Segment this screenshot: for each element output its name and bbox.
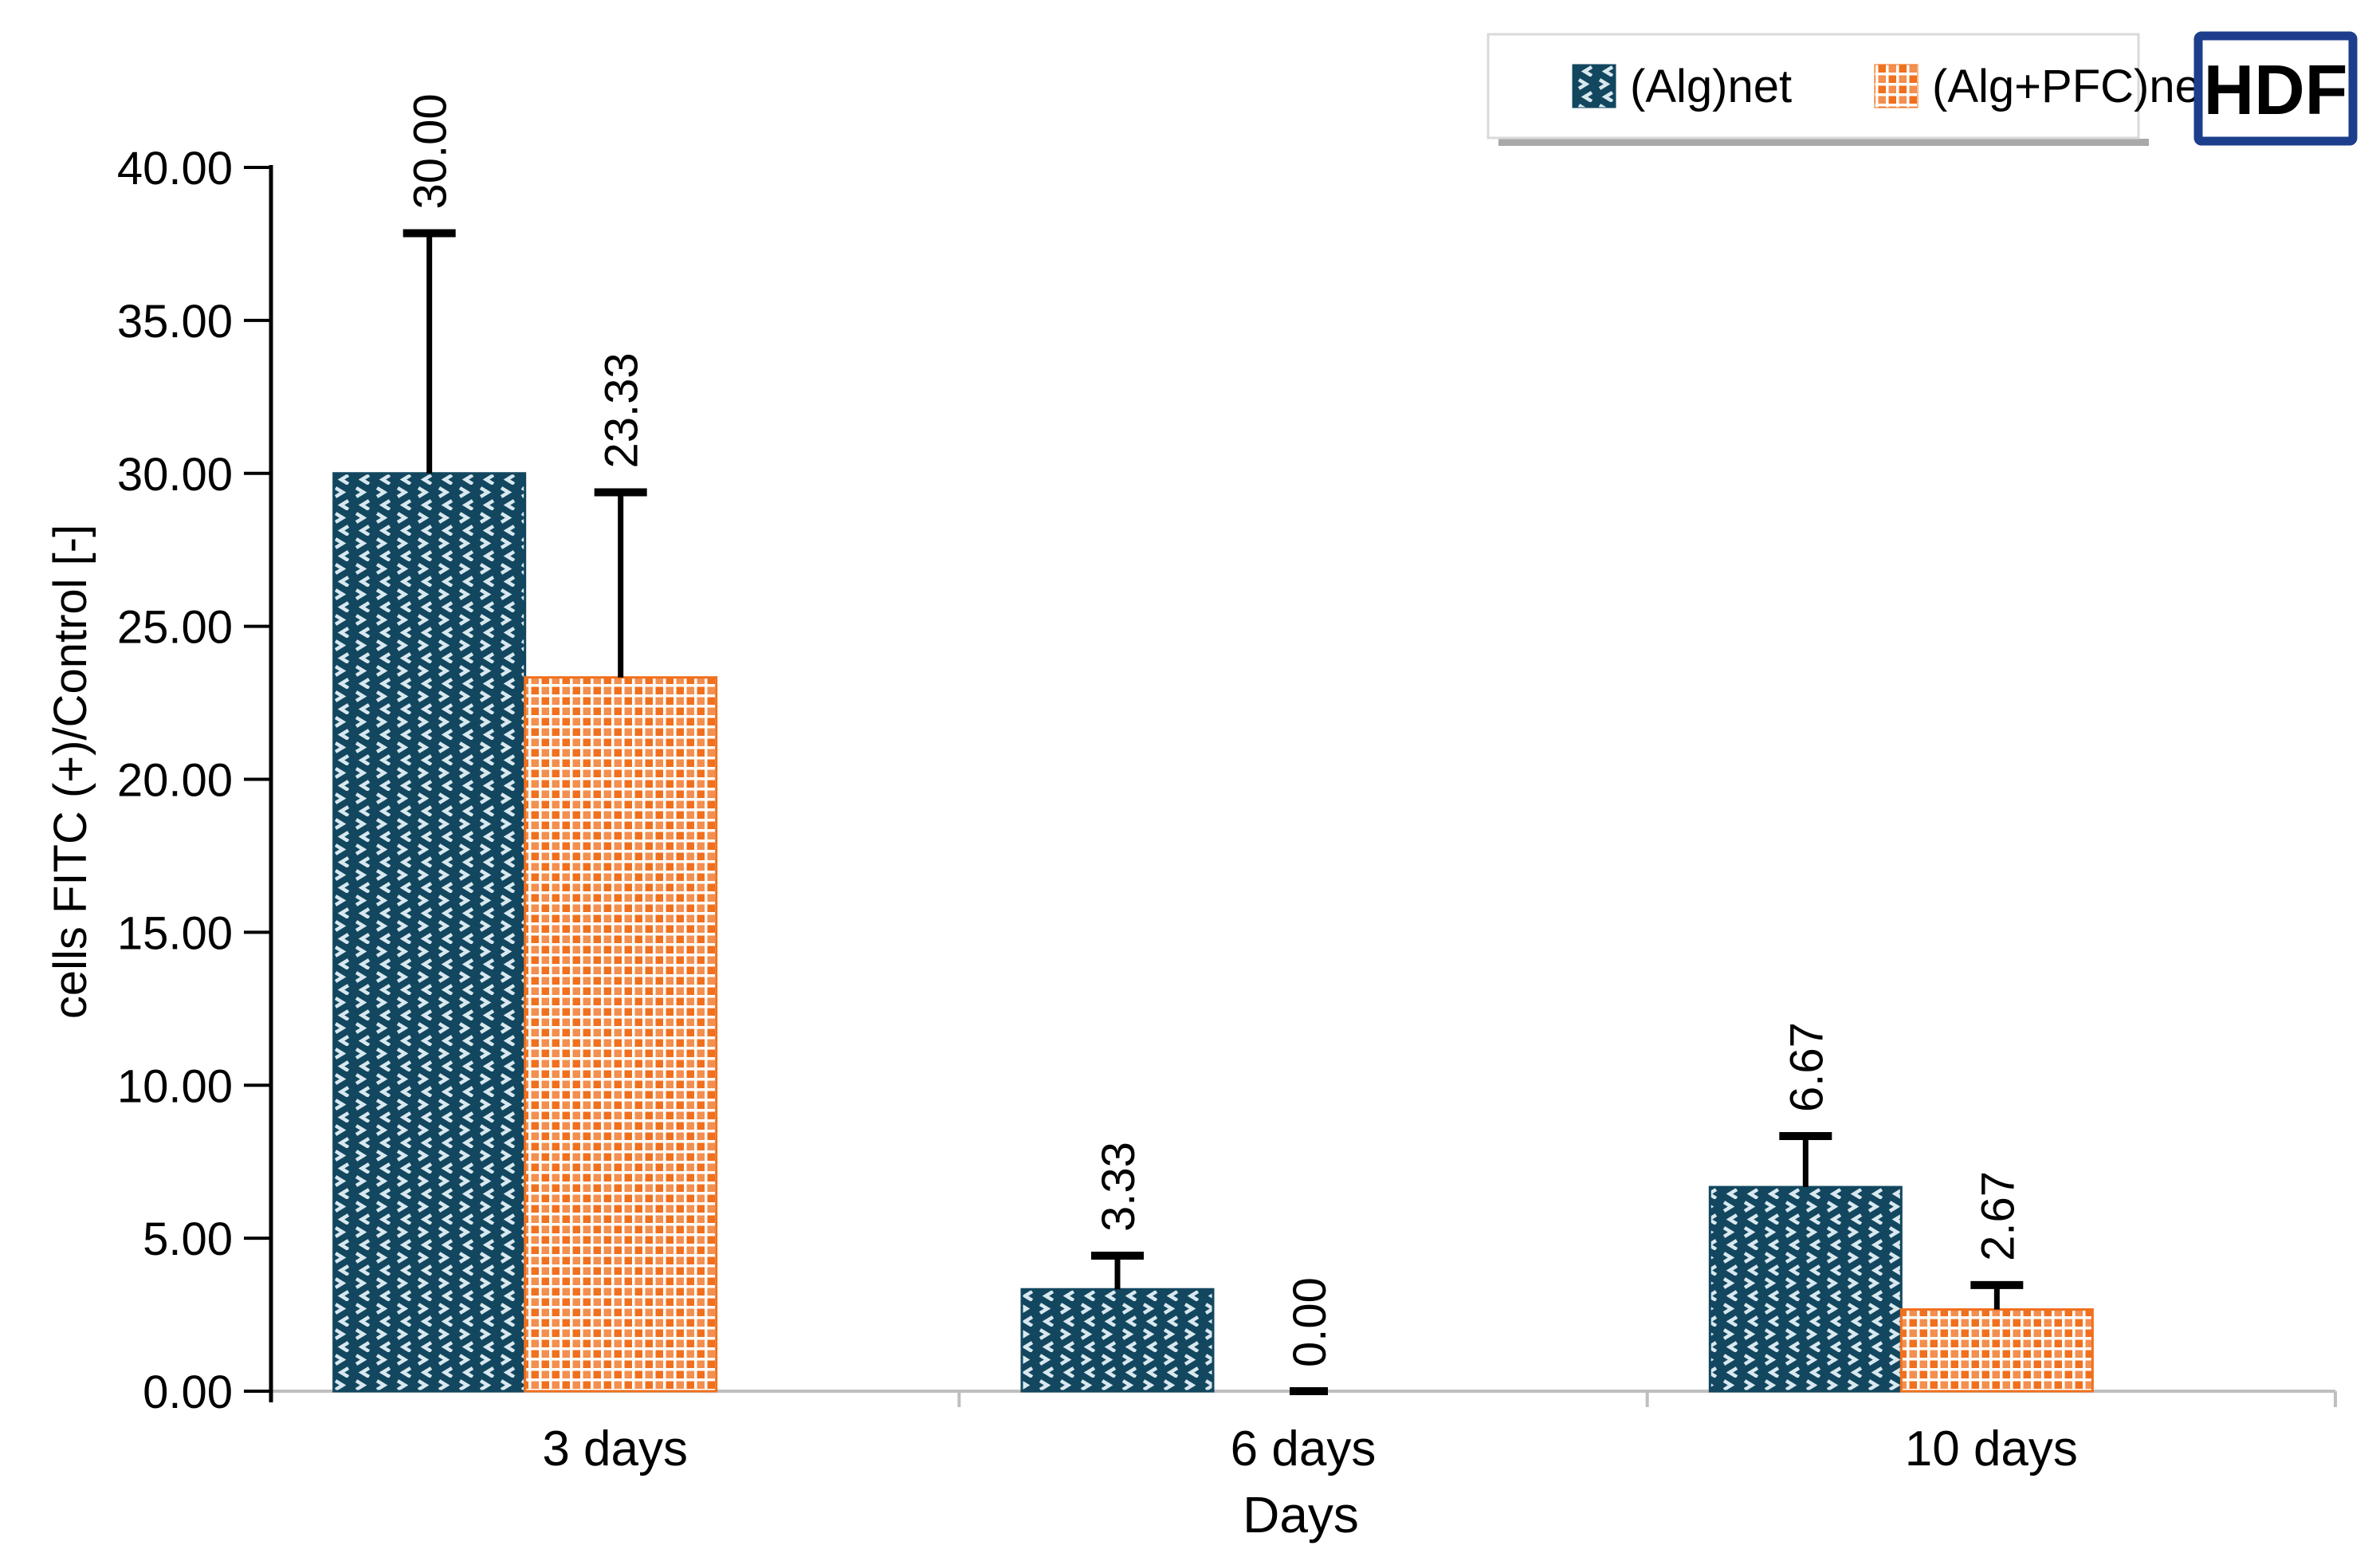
hdf-badge: HDF <box>2193 31 2358 146</box>
data-label: 30.00 <box>405 93 457 209</box>
bar-(Alg+PFC)net-3 days <box>524 676 718 1393</box>
hdf-badge-label: HDF <box>2204 50 2348 129</box>
legend: (Alg)net (Alg+PFC)net <box>1487 33 2213 146</box>
y-tick-label: 5.00 <box>143 1213 233 1265</box>
data-label: 0.00 <box>1284 1277 1336 1367</box>
y-tick-label: 10.00 <box>117 1060 233 1112</box>
legend-swatch-alg-pfc-net <box>1874 64 1919 108</box>
y-tick-label: 15.00 <box>117 907 233 959</box>
y-tick-label: 20.00 <box>117 755 233 807</box>
y-tick-label: 40.00 <box>117 143 233 195</box>
bar-(Alg+PFC)net-10 days <box>1899 1308 2094 1393</box>
y-tick-label: 35.00 <box>117 296 233 348</box>
legend-shadow <box>1498 139 2149 146</box>
legend-label-alg-pfc-net: (Alg+PFC)net <box>1932 61 2213 112</box>
bar-(Alg)net-10 days <box>1708 1185 1903 1393</box>
data-label: 3.33 <box>1093 1142 1145 1232</box>
y-axis-title: cells FITC (+)/Control [-] <box>45 525 96 1019</box>
data-label: 6.67 <box>1781 1022 1832 1112</box>
bar-(Alg)net-6 days <box>1020 1288 1215 1393</box>
legend-item-alg-pfc-net: (Alg+PFC)net <box>1874 61 2213 112</box>
y-tick-label: 25.00 <box>117 602 233 654</box>
legend-label-alg-net: (Alg)net <box>1630 61 1792 112</box>
y-tick-label: 0.00 <box>143 1366 233 1418</box>
legend-item-alg-net: (Alg)net <box>1572 61 1792 112</box>
hdf-badge-frame <box>2193 31 2358 146</box>
x-category-label: 3 days <box>542 1421 688 1476</box>
legend-swatch-alg-net <box>1572 64 1616 108</box>
data-label: 23.33 <box>596 352 648 468</box>
y-tick-label: 30.00 <box>117 449 233 501</box>
x-category-label: 10 days <box>1905 1421 2078 1476</box>
plot-area: 0.00 5.00 10.00 15.00 20.00 25.00 30.00 35.00 40… <box>117 93 2337 1476</box>
x-category-label: 6 days <box>1231 1421 1377 1476</box>
bar-(Alg)net-3 days <box>332 472 527 1393</box>
data-label: 2.67 <box>1972 1171 2024 1261</box>
x-axis-title: Days <box>1243 1486 1359 1543</box>
